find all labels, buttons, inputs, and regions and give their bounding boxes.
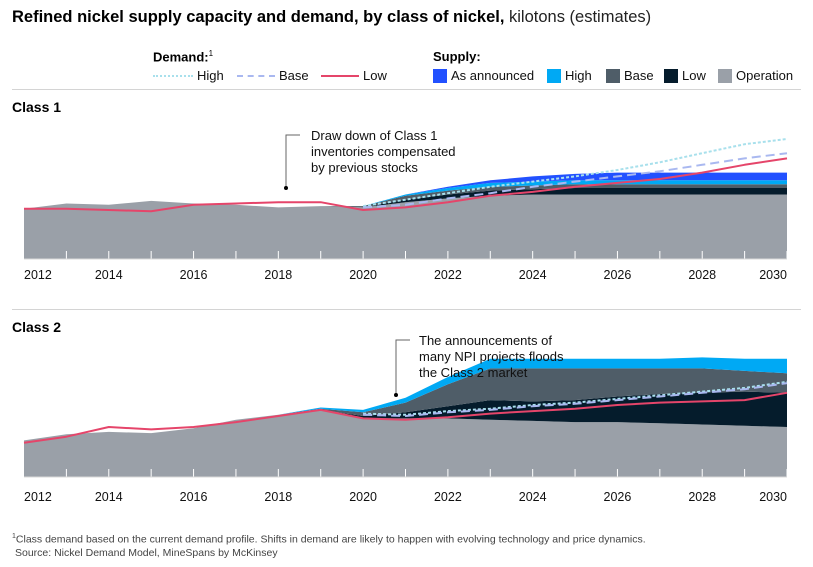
panel-title-class1: Class 1 <box>12 99 62 115</box>
legend-supply-base-label: Base <box>624 68 654 83</box>
demand-line-base <box>363 382 788 417</box>
x-tick-label: 2014 <box>95 490 123 504</box>
x-tick-label: 2024 <box>519 268 547 282</box>
legend-demand-base-label: Base <box>279 68 309 83</box>
demand-line-low <box>24 157 788 213</box>
supply-area-base <box>24 184 787 209</box>
legend-supply-high: High <box>547 68 592 83</box>
legend-demand-footnote-marker: 1 <box>208 49 214 58</box>
x-tick-label: 2026 <box>604 490 632 504</box>
annotation-class2-line3: the Class 2 market <box>419 365 528 380</box>
legend-demand-base: Base <box>237 68 309 83</box>
x-tick-label: 2026 <box>604 268 632 282</box>
demand-line-base <box>363 152 788 209</box>
legend-supply-low: Low <box>664 68 706 83</box>
footnote: 1Class demand based on the current deman… <box>12 530 646 560</box>
x-tick-label: 2012 <box>24 490 52 504</box>
x-tick-label: 2014 <box>95 268 123 282</box>
legend-demand-low-label: Low <box>363 68 387 83</box>
class1-chart: 2012 2014 2016 2018 2020 2022 2024 2026 2028 2030 <box>24 134 788 282</box>
annotation-class2: The announcements of many NPI projects f… <box>419 333 564 381</box>
legend-supply-heading: Supply: <box>433 49 481 64</box>
legend-demand-low: Low <box>321 68 387 83</box>
x-tick-label: 2022 <box>434 490 462 504</box>
annotation-class1-line1: Draw down of Class 1 <box>311 128 438 143</box>
x-tick-label: 2016 <box>180 490 208 504</box>
demand-line-low <box>23 391 788 444</box>
annotation-dot <box>284 186 288 190</box>
annotation-class1-line2: inventories compensated <box>311 144 456 159</box>
legend-demand-high: High <box>153 68 224 83</box>
annotation-class1: Draw down of Class 1 inventories compens… <box>311 128 456 176</box>
legend-demand-label: Demand: <box>153 49 209 65</box>
legend-demand-high-line <box>153 74 193 77</box>
x-tick-label: 2018 <box>264 268 292 282</box>
annotation-class2-line2: many NPI projects floods <box>419 349 564 364</box>
supply-area-high <box>24 357 787 441</box>
class2-chart: 2012 2014 2016 2018 2020 2022 2024 2026 2028 2030 <box>23 339 788 504</box>
annotation-dot <box>394 393 398 397</box>
chart-title: Refined nickel supply capacity and deman… <box>12 8 651 27</box>
chart-title-unit: kilotons (estimates) <box>509 8 652 26</box>
footnote-text: Class demand based on the current demand… <box>15 533 646 546</box>
legend-demand-low-line <box>321 74 359 77</box>
supply-area-low <box>24 188 787 209</box>
supply-area-as-announced <box>24 172 787 209</box>
demand-line-high <box>362 138 788 208</box>
x-tick-label: 2022 <box>434 268 462 282</box>
annotation-class2-line1: The announcements of <box>419 333 552 348</box>
supply-area-operation <box>24 409 787 477</box>
supply-area-base <box>24 368 787 441</box>
annotation-class1-line3: by previous stocks <box>311 160 418 175</box>
footnote-marker: 1 <box>12 533 16 540</box>
legend-swatch-operation <box>718 68 732 83</box>
footnote-source: Source: Nickel Demand Model, MineSpans b… <box>15 546 278 559</box>
x-tick-label: 2020 <box>349 268 377 282</box>
demand-line-high <box>363 380 788 416</box>
legend-supply-low-label: Low <box>682 68 706 83</box>
panel-divider <box>12 309 801 310</box>
legend-supply-high-label: High <box>565 68 592 83</box>
legend-demand-base-line <box>237 74 275 77</box>
annotation-leader-line <box>395 339 410 395</box>
legend-supply-base: Base <box>606 68 654 83</box>
chart-title-main: Refined nickel supply capacity and deman… <box>12 8 505 26</box>
legend-swatch-low <box>664 68 678 83</box>
annotation-leader-line <box>285 134 300 188</box>
legend-supply-operation-label: Operation <box>736 68 794 83</box>
legend-swatch-as-announced <box>433 68 447 83</box>
footnote-line1: 1Class demand based on the current deman… <box>12 530 646 547</box>
x-tick-label: 2030 <box>759 268 787 282</box>
x-tick-label: 2020 <box>349 490 377 504</box>
legend-demand-high-label: High <box>197 68 224 83</box>
legend-swatch-high <box>547 68 561 83</box>
x-tick-label: 2018 <box>264 490 292 504</box>
x-tick-label: 2030 <box>759 490 787 504</box>
supply-area-operation <box>24 194 787 259</box>
legend-demand-heading: Demand:1 <box>153 49 213 64</box>
panel-title-class2: Class 2 <box>12 319 62 335</box>
x-tick-label: 2028 <box>688 268 716 282</box>
legend-supply-operation: Operation <box>718 68 793 83</box>
legend-supply-as-announced: As announced <box>433 68 534 83</box>
x-tick-label: 2024 <box>519 490 547 504</box>
x-tick-label: 2012 <box>24 268 52 282</box>
legend-swatch-base <box>606 68 620 83</box>
legend-supply-as-announced-label: As announced <box>451 68 535 83</box>
legend-divider <box>12 89 801 90</box>
x-tick-label: 2016 <box>180 268 208 282</box>
x-tick-label: 2028 <box>688 490 716 504</box>
